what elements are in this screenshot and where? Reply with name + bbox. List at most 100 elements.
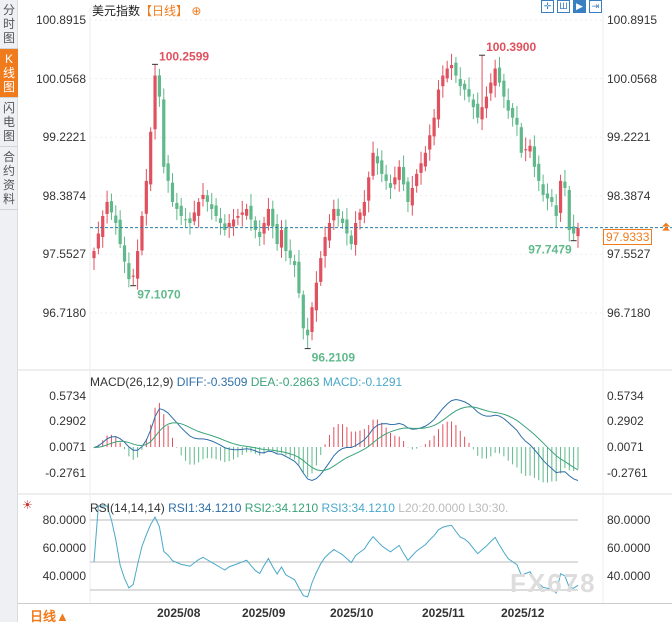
extreme-label: 97.7479 <box>528 243 572 257</box>
candle-body <box>445 68 449 79</box>
candle-body <box>441 75 445 87</box>
candle-body <box>227 222 231 228</box>
candle-body <box>262 222 266 234</box>
play-icon[interactable]: ▶ <box>573 0 586 13</box>
candle-body <box>197 201 201 216</box>
candle-body <box>419 163 423 173</box>
rsi-l20: L20:20.0000 <box>398 501 465 515</box>
rsi2-value: RSI2:34.1210 <box>244 501 319 515</box>
candle-body <box>484 96 489 109</box>
candle-body <box>249 205 253 220</box>
candle-body <box>510 107 515 118</box>
candle-body <box>183 219 188 221</box>
candle-body <box>166 163 170 181</box>
extreme-label: 100.3900 <box>486 40 536 54</box>
macd-axis-label-left: 0.5734 <box>49 388 86 403</box>
candle-body <box>493 68 497 86</box>
candle-body <box>336 208 340 216</box>
macd-axis-label-left: 0.0071 <box>49 440 86 454</box>
macd-axis-label-left: 0.2902 <box>49 414 86 429</box>
crosshair-icon[interactable]: ✛ <box>541 0 554 13</box>
candle-body <box>118 219 122 245</box>
price-axis-label-right: 100.0568 <box>607 71 658 86</box>
macd-axis-label-left: -0.2761 <box>45 465 86 480</box>
current-price-label: 97.9333 <box>603 228 653 245</box>
macd-dea: DEA:-0.2863 <box>250 375 320 389</box>
plus-circle-icon[interactable]: ⊕ <box>188 4 202 18</box>
candle-body <box>340 218 345 223</box>
candle-body <box>467 89 471 97</box>
candle-body <box>362 201 366 216</box>
rsi-line <box>93 505 579 598</box>
candle-body <box>458 79 462 87</box>
candle-body <box>127 263 131 280</box>
candle-body <box>292 261 297 266</box>
candle-body <box>214 205 218 216</box>
tab-contract-info[interactable]: 合约资料 <box>0 147 18 210</box>
tab-timeshare[interactable]: 分时图 <box>0 0 18 49</box>
candle-body <box>179 205 183 216</box>
extreme-label: 97.1070 <box>137 288 181 302</box>
tab-kline[interactable]: K线图 <box>0 49 18 98</box>
candle-body <box>271 208 275 227</box>
candle-body <box>502 80 506 97</box>
candle-body <box>375 156 380 164</box>
candle-body <box>170 182 175 202</box>
rsi-axis-label-right: 60.0000 <box>607 541 651 555</box>
candle-body <box>162 99 166 167</box>
candle-body <box>528 145 532 152</box>
candle-body <box>114 215 118 223</box>
candle-body <box>131 275 135 277</box>
candle-body <box>284 227 288 252</box>
candle-body <box>105 201 109 214</box>
rsi-axis-label-left: 40.0000 <box>42 569 86 583</box>
candle-body <box>288 250 292 259</box>
price-axis-label-right: 97.5527 <box>607 247 651 262</box>
candle-body <box>532 146 536 167</box>
tab-flash[interactable]: 闪电图 <box>0 98 18 147</box>
candle-body <box>384 174 388 181</box>
rsi-axis-label-left: 80.0000 <box>42 513 86 527</box>
candle-body <box>388 183 393 188</box>
price-axis-label-left: 96.7180 <box>42 306 86 320</box>
exit-icon[interactable]: ⇥ <box>589 0 602 13</box>
candle-body <box>537 163 541 181</box>
macd-axis-label-right: -0.2761 <box>607 465 648 480</box>
candle-body <box>515 117 519 125</box>
candle-body <box>323 237 327 257</box>
price-axis-label-right: 99.2221 <box>607 130 651 145</box>
period-selector[interactable]: 日线▲ <box>30 609 69 624</box>
candle-body <box>449 65 454 69</box>
price-axis-label-left: 99.2221 <box>42 130 86 145</box>
x-tick: 2025/10 <box>330 606 374 620</box>
price-axis-label-left: 100.0568 <box>35 71 86 86</box>
extreme-label: 100.2599 <box>159 49 209 63</box>
candle-body <box>306 329 310 336</box>
candle-body <box>454 62 458 76</box>
x-tick: 2025/09 <box>242 606 286 620</box>
candle-body <box>266 208 271 226</box>
candle-body <box>471 99 475 108</box>
toolbar: ✛ Ш ▶ ⇥ <box>541 0 602 13</box>
candle-body <box>122 245 127 262</box>
candle-body <box>201 194 205 200</box>
candle-body <box>397 166 401 180</box>
candle-body <box>327 222 332 241</box>
candle-body <box>524 149 528 151</box>
candle-body <box>109 201 114 213</box>
candle-body <box>358 212 362 220</box>
candle-body <box>380 160 384 174</box>
period-label[interactable]: 【日线】 <box>140 4 189 18</box>
candle-body <box>345 219 349 234</box>
bars-icon[interactable]: Ш <box>557 0 570 13</box>
candle-body <box>415 173 419 187</box>
rsi3-value: RSI3:34.1210 <box>321 501 395 515</box>
settings-sun-icon[interactable]: ☀ <box>22 498 33 512</box>
candle-body <box>253 220 257 231</box>
rsi-l30: L30:30. <box>468 501 509 515</box>
rsi-title: RSI(14,14,14) RSI1:34.1210 RSI2:34.1210 … <box>90 501 508 515</box>
candle-body <box>236 215 240 218</box>
candle-body <box>554 205 558 216</box>
candle-body <box>423 152 427 167</box>
